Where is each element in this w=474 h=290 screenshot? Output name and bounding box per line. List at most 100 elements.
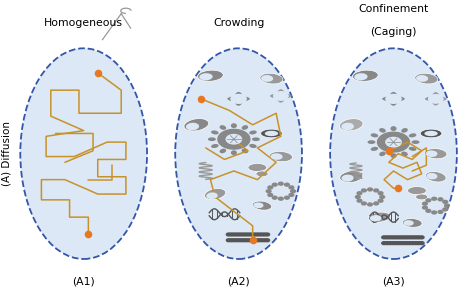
Circle shape xyxy=(227,239,231,242)
Ellipse shape xyxy=(385,94,401,104)
Ellipse shape xyxy=(175,48,302,259)
Circle shape xyxy=(396,242,401,244)
Ellipse shape xyxy=(198,70,223,81)
Ellipse shape xyxy=(340,171,363,182)
Ellipse shape xyxy=(249,130,257,135)
Ellipse shape xyxy=(265,131,278,136)
Ellipse shape xyxy=(186,123,199,130)
Text: (Caging): (Caging) xyxy=(370,27,417,37)
Ellipse shape xyxy=(249,144,257,148)
Text: (A2): (A2) xyxy=(227,276,250,286)
Circle shape xyxy=(382,242,386,244)
Ellipse shape xyxy=(425,171,446,182)
Circle shape xyxy=(399,236,404,239)
Ellipse shape xyxy=(420,129,442,138)
Ellipse shape xyxy=(371,147,378,151)
Circle shape xyxy=(423,202,427,205)
Circle shape xyxy=(391,242,395,244)
Circle shape xyxy=(235,233,240,236)
Point xyxy=(94,70,101,75)
Circle shape xyxy=(259,239,264,242)
Ellipse shape xyxy=(367,140,375,144)
Ellipse shape xyxy=(254,202,264,208)
Ellipse shape xyxy=(231,150,237,155)
Circle shape xyxy=(256,233,261,236)
Circle shape xyxy=(405,236,410,239)
Ellipse shape xyxy=(260,73,283,84)
Circle shape xyxy=(262,239,266,242)
Ellipse shape xyxy=(204,188,226,200)
Ellipse shape xyxy=(426,151,438,157)
Ellipse shape xyxy=(231,123,237,128)
Circle shape xyxy=(432,197,437,200)
Ellipse shape xyxy=(253,201,272,210)
Ellipse shape xyxy=(409,147,416,151)
Point xyxy=(385,148,392,153)
Circle shape xyxy=(218,129,250,149)
Circle shape xyxy=(289,193,294,196)
Circle shape xyxy=(443,200,447,203)
Circle shape xyxy=(385,242,389,244)
Ellipse shape xyxy=(411,140,419,144)
Ellipse shape xyxy=(271,153,283,160)
Ellipse shape xyxy=(330,48,457,259)
Ellipse shape xyxy=(402,219,422,227)
Circle shape xyxy=(410,236,415,239)
Circle shape xyxy=(238,233,243,236)
Ellipse shape xyxy=(269,151,292,162)
Ellipse shape xyxy=(401,151,408,156)
Circle shape xyxy=(284,183,289,186)
Ellipse shape xyxy=(391,153,397,158)
Ellipse shape xyxy=(270,93,292,99)
Circle shape xyxy=(413,242,418,244)
Circle shape xyxy=(386,137,401,147)
Ellipse shape xyxy=(184,119,209,131)
Circle shape xyxy=(247,239,252,242)
Circle shape xyxy=(265,239,270,242)
Ellipse shape xyxy=(385,94,401,104)
Circle shape xyxy=(253,233,258,236)
Circle shape xyxy=(388,236,392,239)
Circle shape xyxy=(247,233,252,236)
Ellipse shape xyxy=(426,173,438,180)
Circle shape xyxy=(388,242,392,244)
Circle shape xyxy=(357,192,362,195)
Circle shape xyxy=(402,236,407,239)
Circle shape xyxy=(378,192,383,195)
Circle shape xyxy=(419,242,424,244)
Circle shape xyxy=(273,183,277,186)
Circle shape xyxy=(417,236,421,239)
Circle shape xyxy=(374,202,378,205)
Text: (A) Diffusion: (A) Diffusion xyxy=(1,121,11,186)
Circle shape xyxy=(356,195,360,198)
Circle shape xyxy=(410,242,415,244)
Ellipse shape xyxy=(199,73,213,80)
Ellipse shape xyxy=(273,91,289,101)
Ellipse shape xyxy=(354,73,368,80)
Circle shape xyxy=(405,242,410,244)
Circle shape xyxy=(284,196,289,199)
Circle shape xyxy=(408,236,412,239)
Circle shape xyxy=(438,198,443,201)
Ellipse shape xyxy=(261,75,273,82)
Circle shape xyxy=(417,242,421,244)
Ellipse shape xyxy=(391,126,397,131)
Circle shape xyxy=(426,199,431,202)
Text: (A1): (A1) xyxy=(73,276,95,286)
Ellipse shape xyxy=(389,92,398,106)
Ellipse shape xyxy=(368,212,391,222)
Circle shape xyxy=(377,132,410,152)
Ellipse shape xyxy=(401,128,408,133)
Circle shape xyxy=(279,197,283,200)
Circle shape xyxy=(241,239,246,242)
Ellipse shape xyxy=(403,220,414,226)
Circle shape xyxy=(241,233,246,236)
Circle shape xyxy=(393,236,398,239)
Ellipse shape xyxy=(230,94,246,104)
Circle shape xyxy=(413,236,418,239)
Ellipse shape xyxy=(408,186,426,195)
Ellipse shape xyxy=(219,149,226,153)
Ellipse shape xyxy=(273,91,289,101)
Circle shape xyxy=(253,239,258,242)
Text: (A3): (A3) xyxy=(382,276,405,286)
